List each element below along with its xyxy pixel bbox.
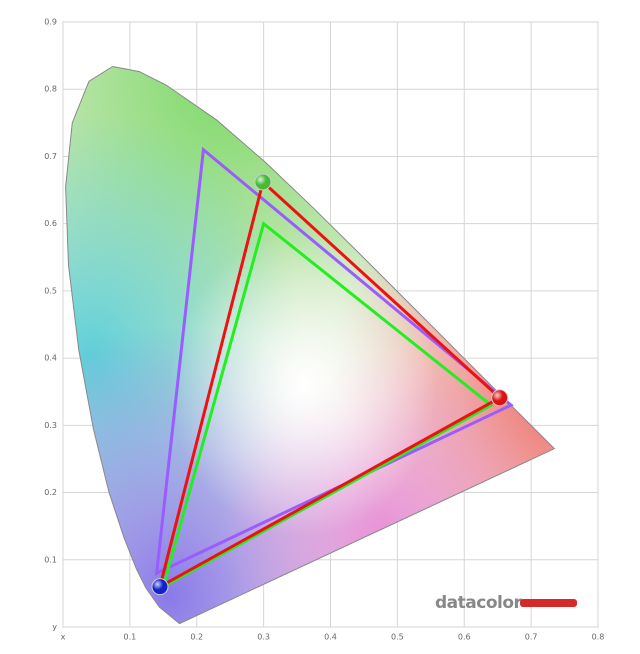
logo-bar bbox=[520, 599, 577, 607]
y-tick-label: 0.9 bbox=[44, 18, 57, 27]
gamut-triangle bbox=[160, 221, 494, 590]
marker-shine bbox=[491, 389, 508, 406]
marker-shine bbox=[254, 173, 271, 190]
y-tick-label: 0.6 bbox=[44, 219, 57, 228]
y-tick-label: 0.3 bbox=[44, 421, 57, 430]
y-tick-label: 0.1 bbox=[44, 555, 57, 564]
x-tick-label: 0.2 bbox=[190, 633, 203, 642]
x-tick-label: 0.7 bbox=[525, 633, 538, 642]
y-tick-label: 0.2 bbox=[44, 488, 57, 497]
y-tick-label: 0.8 bbox=[44, 85, 57, 94]
x-tick-label: 0.3 bbox=[257, 633, 270, 642]
y-tick-label: 0.5 bbox=[44, 286, 57, 295]
x-tick-label: 0.5 bbox=[391, 633, 404, 642]
y-tick-label: y bbox=[52, 623, 57, 632]
spectral-locus bbox=[65, 65, 556, 625]
x-tick-label: 0.8 bbox=[592, 633, 605, 642]
marker-shine bbox=[151, 578, 168, 595]
marks bbox=[65, 65, 556, 625]
y-tick-label: 0.7 bbox=[44, 152, 57, 161]
logo: datacolor bbox=[435, 593, 523, 613]
gamut-triangle bbox=[157, 179, 503, 590]
y-tick-label: 0.4 bbox=[44, 354, 57, 363]
x-tick-label: 0.1 bbox=[124, 633, 137, 642]
x-tick-label: 0.4 bbox=[324, 633, 337, 642]
x-tick-label: x bbox=[61, 633, 66, 642]
x-tick-label: 0.6 bbox=[458, 633, 471, 642]
